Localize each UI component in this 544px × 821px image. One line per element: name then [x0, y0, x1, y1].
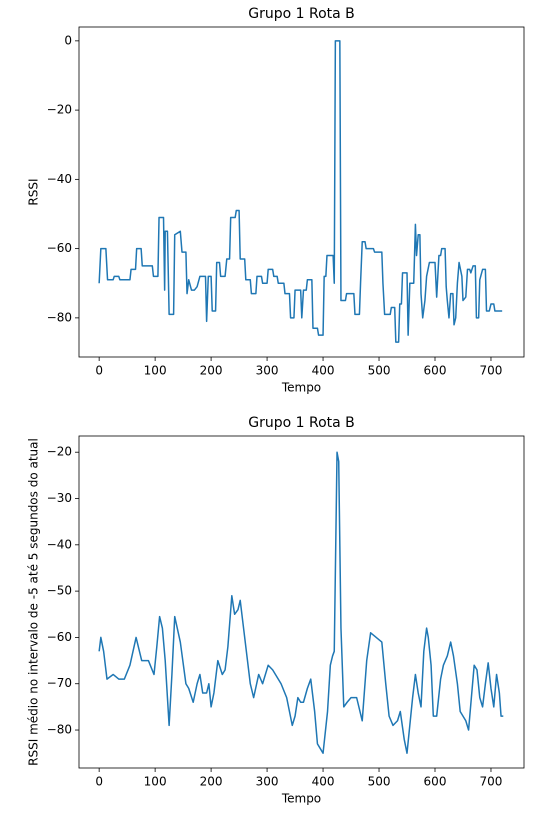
x-tick-label: 0: [95, 364, 103, 378]
y-axis-label: RSSI: [27, 178, 41, 205]
y-tick-label: −60: [47, 630, 72, 644]
x-tick-label: 200: [200, 364, 223, 378]
x-tick-label: 0: [95, 775, 103, 789]
y-tick-label: −20: [47, 445, 72, 459]
y-tick-label: −80: [47, 723, 72, 737]
x-axis-label: Tempo: [281, 792, 321, 806]
y-tick-label: 0: [64, 33, 72, 47]
data-line: [98, 451, 504, 754]
y-tick-label: −80: [47, 310, 72, 324]
x-axis-label: Tempo: [281, 381, 321, 395]
x-tick-label: 100: [144, 775, 167, 789]
y-tick-label: −50: [47, 584, 72, 598]
y-tick-label: −30: [47, 491, 72, 505]
y-tick-label: −70: [47, 676, 72, 690]
plot-area: [78, 26, 525, 358]
x-tick-label: 700: [480, 775, 503, 789]
x-tick-label: 300: [256, 364, 279, 378]
plot-area: [78, 435, 525, 769]
x-tick-label: 400: [312, 775, 335, 789]
y-tick-label: −40: [47, 537, 72, 551]
chart-title: Grupo 1 Rota B: [248, 6, 355, 22]
x-tick-label: 200: [200, 775, 223, 789]
x-tick-label: 500: [368, 364, 391, 378]
y-tick-label: −60: [47, 241, 72, 255]
x-tick-label: 300: [256, 775, 279, 789]
chart-title: Grupo 1 Rota B: [248, 415, 355, 431]
x-tick-label: 600: [424, 364, 447, 378]
y-axis-label: RSSI médio no intervalo de -5 até 5 segu…: [27, 438, 41, 766]
x-tick-label: 700: [480, 364, 503, 378]
x-tick-label: 600: [424, 775, 447, 789]
x-tick-label: 100: [144, 364, 167, 378]
y-tick-label: −20: [47, 103, 72, 117]
x-tick-label: 400: [312, 364, 335, 378]
data-line: [98, 40, 503, 343]
x-tick-label: 500: [368, 775, 391, 789]
y-tick-label: −40: [47, 172, 72, 186]
